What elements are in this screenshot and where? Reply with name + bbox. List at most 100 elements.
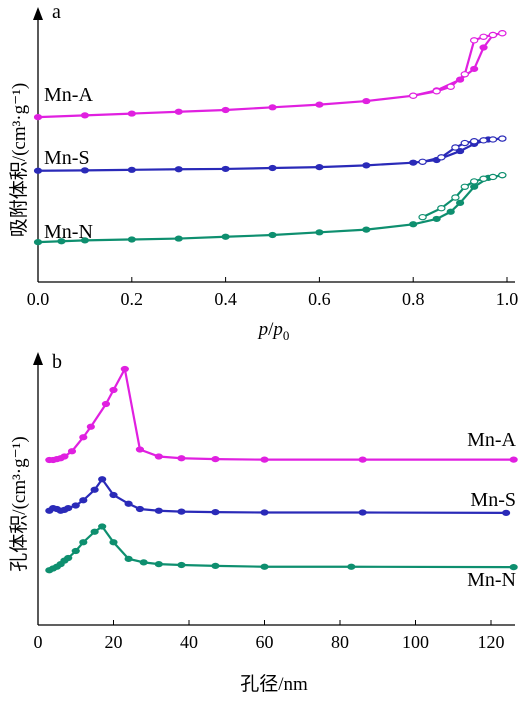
- panel-a-mn-a-desorption-point: [409, 92, 418, 99]
- panel-a-mn-n-desorption-point: [488, 173, 498, 181]
- panel-b-mn-s-point: [177, 508, 186, 515]
- panel-b-x-tick-label: 120: [478, 632, 505, 652]
- panel-b-label: b: [52, 351, 62, 373]
- panel-b-y-axis-arrow: [33, 352, 43, 365]
- panel-a-mn-a-desorption-line: [412, 32, 503, 97]
- panel-a-mn-n-adsorption-point: [268, 231, 277, 239]
- panel-a-x-tick-label: 0.0: [27, 289, 50, 309]
- panel-b-mn-s-point: [90, 486, 99, 493]
- panel-a-mn-s-desorption-point: [479, 137, 488, 144]
- panel-b-mn-n-point: [79, 539, 88, 546]
- panel-b-series-label-mn-s: Mn-S: [470, 489, 516, 511]
- panel-b-mn-a-line: [49, 365, 514, 462]
- panel-a-x-axis-label-p: p: [257, 319, 269, 340]
- panel-b-mn-n-point: [64, 554, 73, 562]
- panel-a-series-label-mn-s: Mn-S: [44, 147, 90, 169]
- panel-a-mn-a-adsorption-point: [127, 110, 136, 117]
- panel-a-mn-n-desorption-point: [469, 178, 479, 185]
- panel-b-mn-n-point: [177, 561, 186, 569]
- panel-b-mn-s-point: [260, 509, 269, 516]
- panel-a-series-mn-s: [33, 135, 507, 174]
- panel-a-x-tick-label: 0.8: [402, 289, 425, 309]
- panel-a-mn-s-desorption-point: [451, 144, 460, 151]
- panel-a-mn-n-adsorption-point: [33, 239, 43, 246]
- panel-b-mn-n-line: [48, 524, 514, 572]
- panel-a-x-tick-label: 1.0: [496, 289, 519, 309]
- panel-a-mn-s-adsorption-point: [362, 162, 371, 169]
- panel-a-mn-a-desorption-point: [488, 31, 498, 39]
- panel-a-mn-s-adsorption-point: [315, 164, 324, 171]
- panel-a: a 0.0 0.2 0.4 0.6 0.8 1.0 Mn-A Mn-S Mn-N 吸附体积…: [8, 1, 518, 343]
- panel-a-series: [33, 30, 507, 246]
- panel-a-mn-n-adsorption-point: [315, 229, 324, 236]
- panel-a-series-mn-n: [33, 171, 507, 246]
- panel-a-mn-s-desorption-point: [498, 135, 507, 142]
- panel-b-mn-a-point: [120, 365, 129, 373]
- panel-a-mn-s-adsorption-point: [268, 164, 277, 172]
- panel-b-x-tick-label: 100: [402, 632, 429, 652]
- panel-a-mn-n-adsorption-point: [470, 183, 479, 190]
- panel-b-series-label-mn-n: Mn-N: [467, 569, 516, 591]
- panel-a-mn-n-adsorption-point: [127, 236, 136, 243]
- panel-b-x-tick-label: 40: [180, 632, 198, 652]
- panel-a-x-tick-label: 0.2: [121, 289, 144, 309]
- panel-a-series-label-mn-n: Mn-N: [44, 221, 93, 243]
- panel-a-x-ticks: 0.0 0.2 0.4 0.6 0.8 1.0: [27, 277, 519, 309]
- panel-b-mn-a-point: [67, 448, 77, 455]
- panel-b-mn-a-point: [260, 456, 269, 463]
- panel-a-mn-a-desorption-point: [498, 30, 507, 37]
- panel-a-y-axis-label: 吸附体积/(cm³·g⁻¹): [8, 83, 30, 237]
- panel-a-mn-a-adsorption-point: [268, 104, 277, 111]
- panel-b-mn-s-point: [71, 502, 80, 509]
- panel-b-mn-s-point: [98, 476, 107, 483]
- panel-a-mn-n-desorption-point: [479, 175, 488, 182]
- panel-a-mn-a-adsorption-point: [33, 114, 43, 121]
- panel-b-mn-n-point: [90, 528, 99, 535]
- panel-a-series-mn-a: [33, 30, 507, 121]
- panel-b-mn-a-point: [60, 453, 69, 460]
- panel-a-mn-n-desorption-line: [422, 174, 503, 219]
- panel-b-x-tick-label: 80: [331, 632, 349, 652]
- panel-a-x-axis-label-p0: p: [271, 319, 283, 340]
- panel-a-mn-s-desorption-point: [437, 154, 446, 161]
- panel-a-mn-a-adsorption-line: [37, 32, 503, 119]
- panel-b-mn-a-point: [109, 386, 118, 394]
- panel-a-mn-s-desorption-point: [418, 158, 427, 165]
- panel-b-mn-a-point: [211, 456, 220, 463]
- panel-b-mn-a-point: [79, 434, 88, 441]
- panel-b-mn-n-point: [98, 523, 107, 530]
- panel-b-mn-a-point: [177, 455, 186, 462]
- panel-a-x-axis-label: p/p0: [257, 319, 290, 343]
- panel-b-mn-n-point: [154, 561, 163, 568]
- panel-a-mn-a-adsorption-point: [470, 65, 479, 73]
- panel-b-mn-s-point: [124, 500, 133, 507]
- panel-a-mn-n-adsorption-point: [362, 226, 371, 233]
- panel-a-label: a: [52, 1, 61, 23]
- panel-a-mn-a-adsorption-point: [315, 101, 324, 108]
- panel-a-mn-a-adsorption-point: [80, 112, 90, 119]
- panel-a-mn-n-desorption-point: [418, 213, 427, 221]
- panel-a-mn-s-adsorption-point: [127, 166, 136, 173]
- panel-b-x-ticks: 0 20 40 60 80 100 120: [34, 620, 505, 652]
- panel-b-mn-n-point: [71, 547, 80, 555]
- panel-a-x-axis-label-slash: /: [268, 319, 274, 340]
- panel-a-mn-n-adsorption-point: [80, 237, 90, 244]
- panel-a-x-axis-label-sub: 0: [283, 328, 290, 343]
- panel-a-mn-a-desorption-point: [460, 71, 469, 78]
- panel-a-mn-n-adsorption-point: [409, 221, 418, 228]
- panel-a-mn-s-desorption-point: [488, 136, 498, 143]
- panel-b-series: [45, 365, 518, 574]
- panel-b-mn-n-point: [509, 564, 518, 571]
- panel-b-mn-s-point: [135, 505, 145, 513]
- panel-b-series-mn-s: [45, 476, 511, 516]
- panel-a-series-label-mn-a: Mn-A: [44, 84, 93, 106]
- panel-a-mn-a-adsorption-point: [174, 108, 183, 115]
- panel-b-mn-n-point: [211, 562, 220, 569]
- panel-a-mn-n-desorption-point: [451, 194, 460, 201]
- panel-a-mn-s-adsorption-point: [409, 159, 418, 166]
- panel-b-mn-a-point: [509, 456, 518, 463]
- panel-a-mn-n-adsorption-point: [174, 235, 183, 242]
- panel-b-mn-a-point: [154, 453, 163, 460]
- panel-a-mn-a-desorption-point: [432, 88, 441, 95]
